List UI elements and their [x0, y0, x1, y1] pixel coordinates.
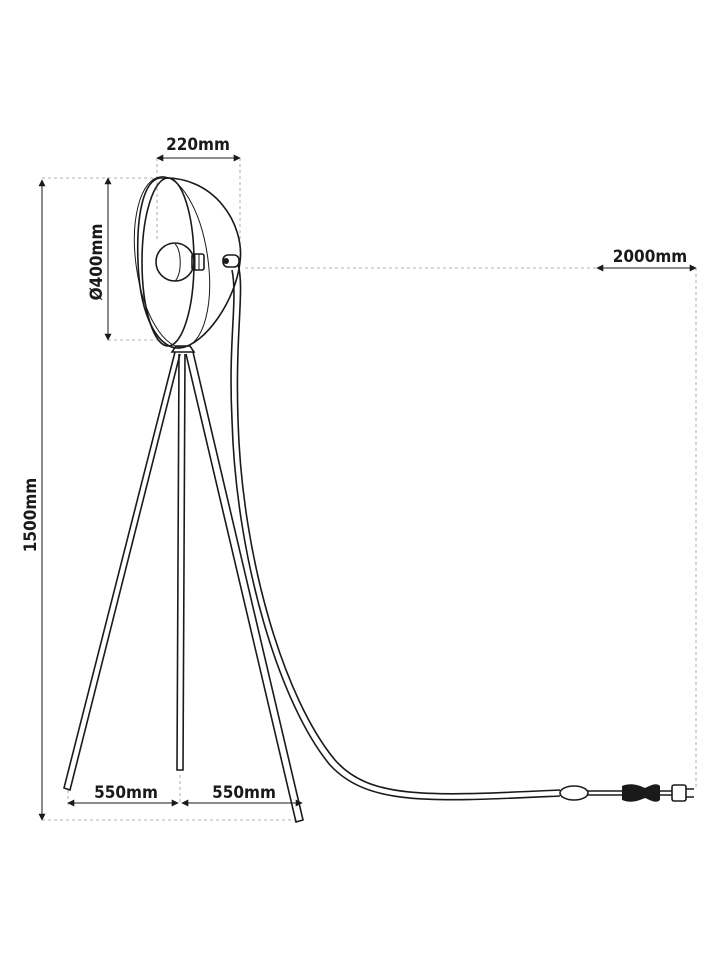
diameter-label: Ø400mm: [87, 224, 107, 301]
cable: [230, 263, 694, 802]
cable-label: 2000mm: [613, 247, 687, 267]
leg-left-label: 550mm: [94, 783, 158, 803]
tripod: [63, 345, 304, 823]
leg-right-label: 550mm: [212, 783, 276, 803]
height-label: 1500mm: [21, 478, 41, 552]
head-depth-label: 220mm: [166, 135, 230, 155]
lamp-shade: [133, 176, 242, 349]
dimension-arrows: [38, 154, 697, 821]
